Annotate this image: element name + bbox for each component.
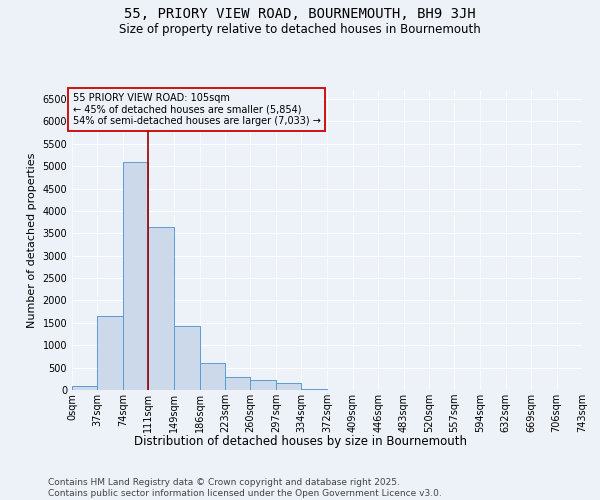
Bar bbox=[174, 326, 200, 390]
Bar bbox=[225, 378, 250, 390]
Bar bbox=[200, 363, 225, 390]
Text: Distribution of detached houses by size in Bournemouth: Distribution of detached houses by size … bbox=[133, 435, 467, 448]
Bar bbox=[250, 380, 276, 390]
Text: 55, PRIORY VIEW ROAD, BOURNEMOUTH, BH9 3JH: 55, PRIORY VIEW ROAD, BOURNEMOUTH, BH9 3… bbox=[124, 8, 476, 22]
Bar bbox=[276, 383, 301, 390]
Text: Contains HM Land Registry data © Crown copyright and database right 2025.
Contai: Contains HM Land Registry data © Crown c… bbox=[48, 478, 442, 498]
Bar bbox=[123, 162, 148, 390]
Text: Size of property relative to detached houses in Bournemouth: Size of property relative to detached ho… bbox=[119, 22, 481, 36]
Text: 55 PRIORY VIEW ROAD: 105sqm
← 45% of detached houses are smaller (5,854)
54% of : 55 PRIORY VIEW ROAD: 105sqm ← 45% of det… bbox=[73, 93, 320, 126]
Bar bbox=[148, 226, 174, 390]
Bar bbox=[97, 316, 123, 390]
Bar bbox=[301, 388, 328, 390]
Bar bbox=[72, 386, 97, 390]
Y-axis label: Number of detached properties: Number of detached properties bbox=[27, 152, 37, 328]
